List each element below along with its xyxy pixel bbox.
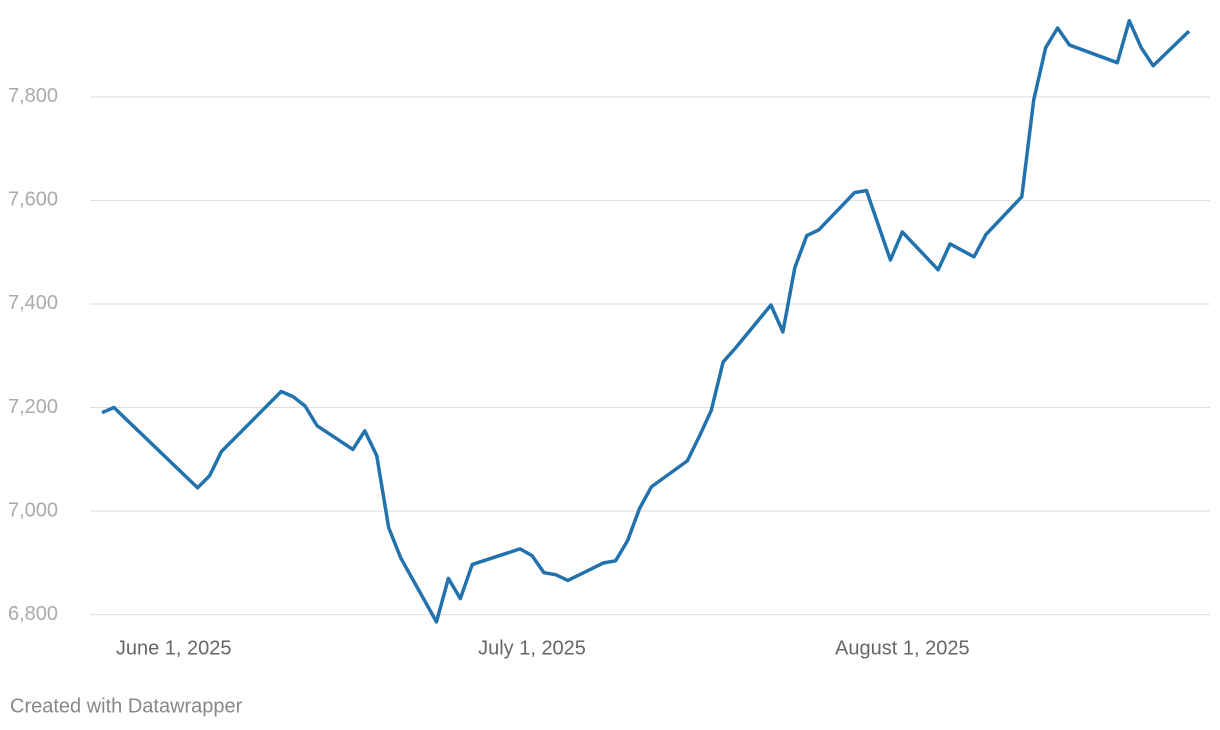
y-tick-label: 7,000 xyxy=(8,499,58,521)
x-tick-label: July 1, 2025 xyxy=(478,637,586,659)
y-tick-label: 7,400 xyxy=(8,292,58,314)
line xyxy=(101,18,1191,624)
y-tick-label: 7,600 xyxy=(8,189,58,211)
y-tick-label: 7,800 xyxy=(8,85,58,107)
x-tick-label: June 1, 2025 xyxy=(116,637,232,659)
caption: Created with Datawrapper xyxy=(10,695,243,717)
x-tick-label: August 1, 2025 xyxy=(835,637,970,659)
y-tick-label: 7,200 xyxy=(8,396,58,418)
y-tick-label: 6,800 xyxy=(8,603,58,625)
